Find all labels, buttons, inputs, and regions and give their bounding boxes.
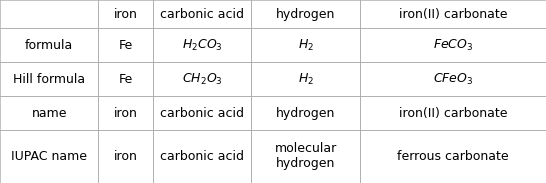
Text: molecular
hydrogen: molecular hydrogen	[275, 142, 337, 171]
Text: $FeCO_{3}$: $FeCO_{3}$	[433, 38, 473, 53]
Text: $CFeO_{3}$: $CFeO_{3}$	[433, 72, 473, 87]
Text: carbonic acid: carbonic acid	[160, 150, 244, 163]
Text: carbonic acid: carbonic acid	[160, 107, 244, 119]
Text: hydrogen: hydrogen	[276, 8, 335, 21]
Text: iron(II) carbonate: iron(II) carbonate	[399, 8, 507, 21]
Text: $H_{2}$: $H_{2}$	[298, 72, 314, 87]
Text: $CH_{2}O_{3}$: $CH_{2}O_{3}$	[182, 72, 222, 87]
Text: iron(II) carbonate: iron(II) carbonate	[399, 107, 507, 119]
Text: $H_{2}CO_{3}$: $H_{2}CO_{3}$	[182, 38, 222, 53]
Text: iron: iron	[114, 150, 138, 163]
Text: iron: iron	[114, 8, 138, 21]
Text: IUPAC name: IUPAC name	[11, 150, 87, 163]
Text: ferrous carbonate: ferrous carbonate	[397, 150, 509, 163]
Text: $H_{2}$: $H_{2}$	[298, 38, 314, 53]
Text: carbonic acid: carbonic acid	[160, 8, 244, 21]
Text: hydrogen: hydrogen	[276, 107, 335, 119]
Text: Hill formula: Hill formula	[13, 73, 85, 86]
Text: formula: formula	[25, 39, 73, 52]
Text: Fe: Fe	[118, 73, 133, 86]
Text: Fe: Fe	[118, 39, 133, 52]
Text: name: name	[31, 107, 67, 119]
Text: iron: iron	[114, 107, 138, 119]
